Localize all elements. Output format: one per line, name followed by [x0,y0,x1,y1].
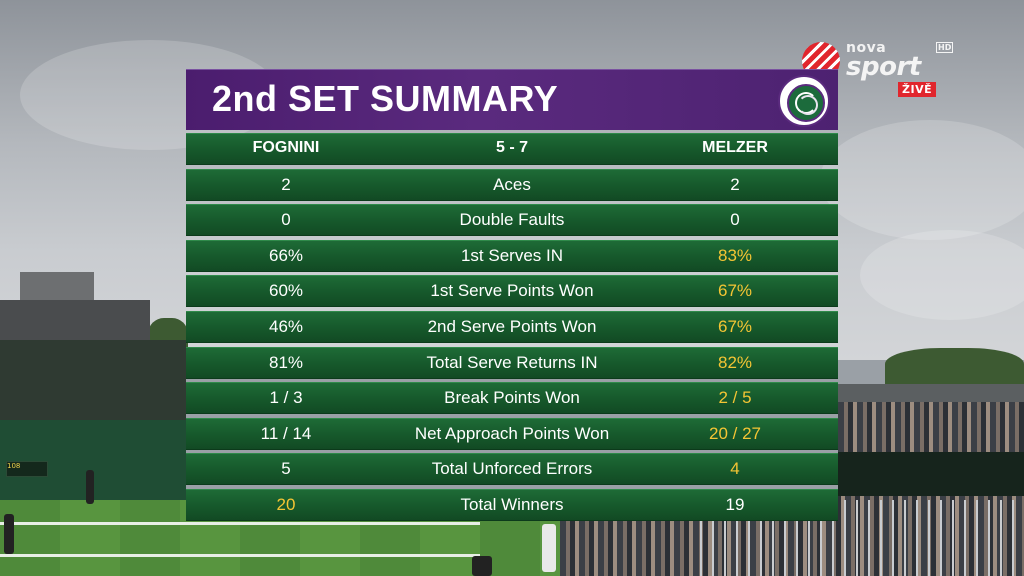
crowd-right [838,402,1024,452]
stat-label: Total Winners [460,494,564,514]
stat-label: Total Serve Returns IN [426,352,598,372]
player1-stat-value: 0 [281,210,291,230]
broadcaster-logo: nova sport HD ŽIVĚ [802,40,954,100]
court-line [0,522,480,525]
crossed-rackets-icon [787,84,825,122]
stat-label: 1st Serves IN [460,245,564,265]
player2-stat-value: 67% [717,281,753,301]
player-figure [542,524,556,572]
stadium-stand-left [0,340,186,420]
stat-row: 60% 1st Serve Points Won 67% [186,275,838,308]
stat-row: 11 / 14 Net Approach Points Won 20 / 27 [186,417,838,450]
cloud [860,230,1024,320]
stand-roof-right [838,384,1024,402]
player1-stat-value: 46% [268,316,304,336]
stat-label: Double Faults [459,210,565,230]
ball-person [472,556,492,576]
player2-stat-value: 2 [730,174,740,194]
stat-label: Total Unforced Errors [431,459,593,479]
stat-label: Aces [493,174,531,194]
player1-stat-value: 60% [268,281,304,301]
set-score: 5 - 7 [495,139,528,156]
wimbledon-crest-icon [778,75,830,127]
player-figure [4,514,14,554]
set-summary-panel: 2nd SET SUMMARY FOGNINI 5 - 7 MELZER 2 Ac… [186,69,838,521]
stat-label: Net Approach Points Won [414,423,610,443]
stat-row: 5 Total Unforced Errors 4 [186,453,838,486]
stats-table: FOGNINI 5 - 7 MELZER 2 Aces 2 0 Double Fault… [186,133,838,521]
stat-row: 1 / 3 Break Points Won 2 / 5 [186,382,838,415]
player2-stat-value: 67% [717,316,753,336]
stat-row: 2 Aces 2 [186,168,838,201]
stat-label: 2nd Serve Points Won [427,316,597,336]
stat-row: 81% Total Serve Returns IN 82% [186,346,838,379]
player2-stat-value: 82% [717,352,753,372]
player1-stat-value: 11 / 14 [260,423,312,443]
net [0,554,480,557]
court-speed-board: 108 [6,461,48,477]
summary-header: 2nd SET SUMMARY [186,69,838,130]
players-score-row: FOGNINI 5 - 7 MELZER [186,133,838,165]
trees [885,348,1024,388]
player2-stat-value: 4 [730,459,740,479]
logo-text-sport: sport [846,52,921,82]
player1-stat-value: 81% [268,352,304,372]
stat-row: 0 Double Faults 0 [186,204,838,237]
player1-stat-value: 1 / 3 [269,388,303,408]
player2-stat-value: 19 [725,494,745,514]
summary-title: 2nd SET SUMMARY [212,78,559,119]
player2-stat-value: 0 [730,210,740,230]
player2-stat-value: 2 / 5 [718,388,752,408]
player2-stat-value: 83% [717,245,753,265]
cloud [820,120,1024,240]
stat-rows: 2 Aces 2 0 Double Faults 0 66% 1st Serves IN 83%… [186,168,838,521]
player1-stat-value: 20 [276,494,296,514]
player1-stat-value: 5 [281,459,291,479]
stat-row: 66% 1st Serves IN 83% [186,239,838,272]
stat-row: 46% 2nd Serve Points Won 67% [186,310,838,343]
player1-stat-value: 2 [281,174,291,194]
live-badge: ŽIVĚ [898,82,937,97]
court-wall-right [838,452,1024,504]
player2-name: MELZER [702,139,768,156]
stat-label: 1st Serve Points Won [430,281,594,301]
line-judge [86,470,94,504]
stat-label: Break Points Won [444,388,580,408]
logo-text-nova: nova [846,40,887,56]
court-speed-value: 108 [7,462,21,470]
player1-name: FOGNINI [252,139,320,156]
hd-badge: HD [936,42,954,53]
stadium-roof [0,300,150,340]
player2-stat-value: 20 / 27 [709,423,761,443]
stat-row: 20 Total Winners 19 [186,488,838,521]
player1-stat-value: 66% [268,245,304,265]
